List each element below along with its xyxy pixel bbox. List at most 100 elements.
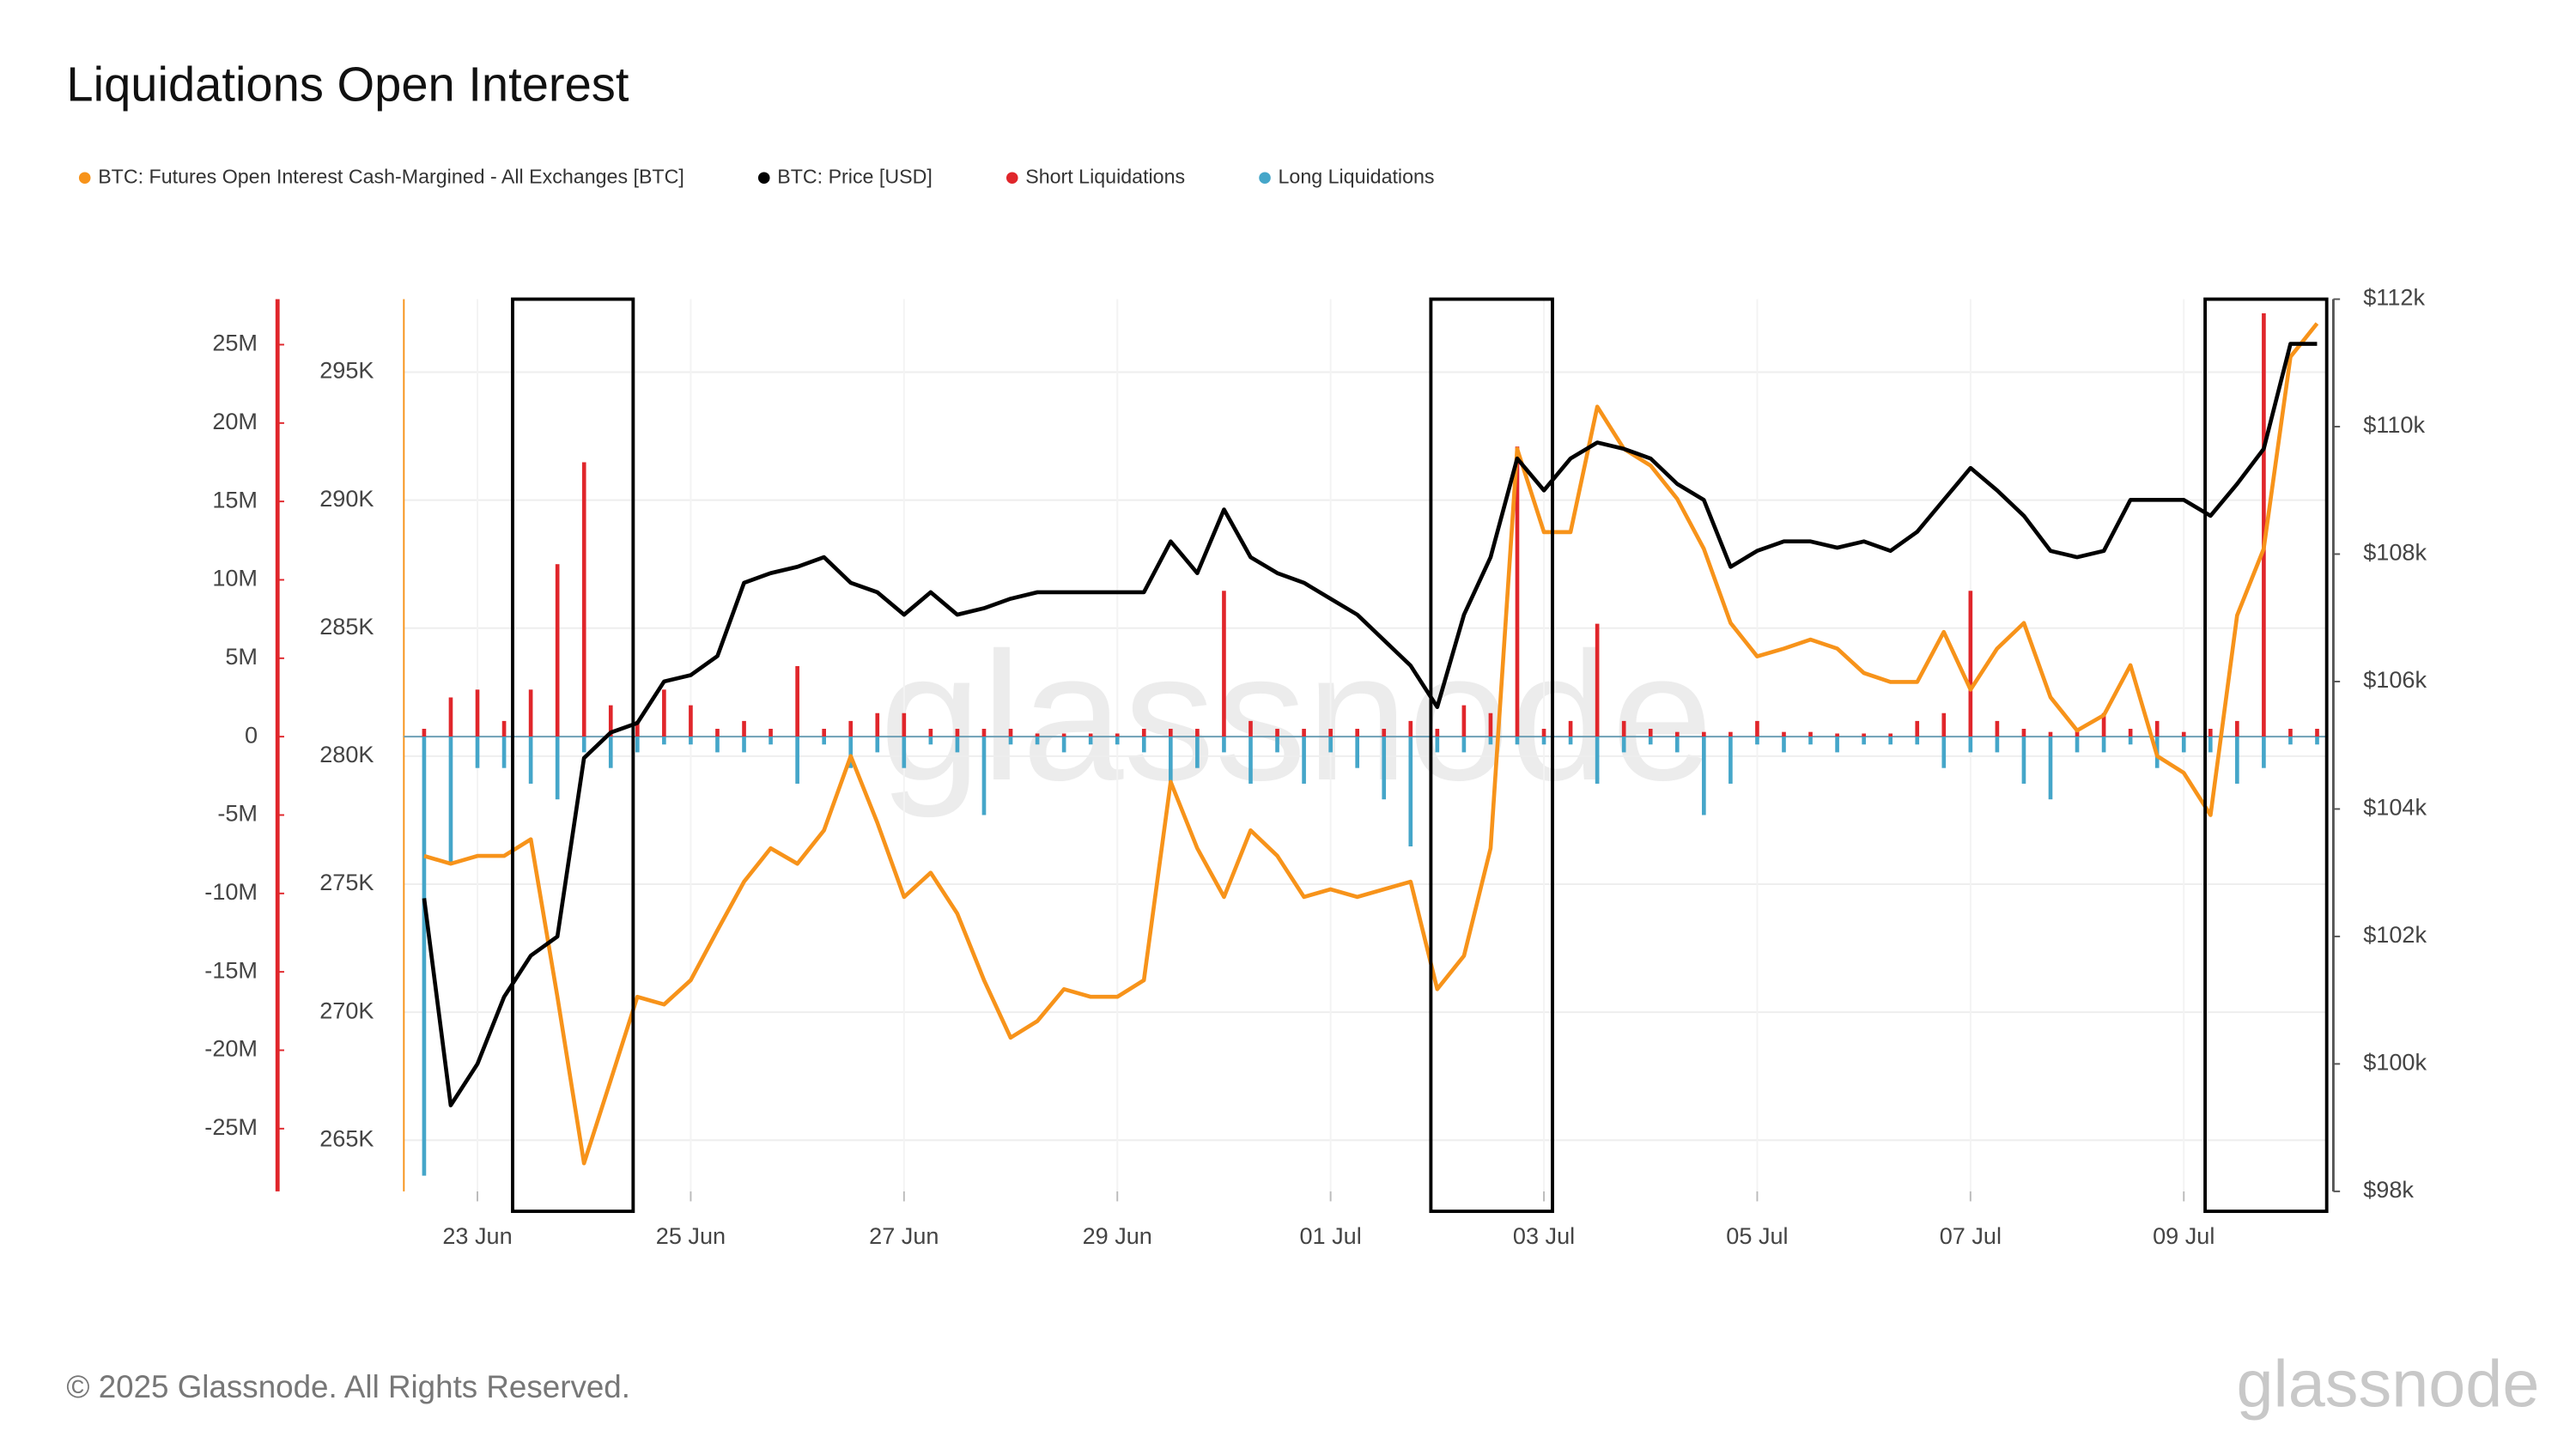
bar xyxy=(422,737,427,1176)
bar xyxy=(475,737,480,768)
bar xyxy=(1568,720,1573,737)
y3-tick-label: 275K xyxy=(319,869,374,895)
logo: glassnode xyxy=(2237,1348,2540,1422)
y-tick-label: 25M xyxy=(212,330,258,356)
bar xyxy=(1408,720,1413,737)
bar xyxy=(608,737,613,768)
bar xyxy=(1674,731,1680,737)
bar xyxy=(1195,729,1200,737)
bar xyxy=(1382,737,1387,800)
bar xyxy=(1782,737,1786,753)
bar xyxy=(1888,733,1893,737)
bar xyxy=(2181,731,2186,737)
bar xyxy=(1595,623,1600,737)
bar xyxy=(1541,737,1546,745)
bar xyxy=(2208,729,2213,737)
line xyxy=(423,322,2319,1166)
bar xyxy=(2208,737,2213,753)
bar xyxy=(501,720,507,737)
bar xyxy=(1035,737,1040,745)
bar xyxy=(1941,712,1947,737)
bar xyxy=(1515,446,1520,737)
y2-tick-label: $110k xyxy=(2363,411,2425,438)
bar xyxy=(2128,729,2133,737)
x-tick-label: 27 Jun xyxy=(869,1222,939,1249)
y3-tick-label: 265K xyxy=(319,1125,374,1151)
y3-tick-label: 280K xyxy=(319,741,374,767)
x-tick-label: 05 Jul xyxy=(1726,1222,1788,1249)
bar xyxy=(1595,737,1600,784)
y-tick-label: 10M xyxy=(212,565,258,591)
bar xyxy=(2181,737,2186,753)
bar xyxy=(662,689,666,737)
bar xyxy=(2101,737,2106,753)
legend-label: Short Liquidations xyxy=(1025,165,1185,187)
bar xyxy=(1621,737,1626,753)
bar xyxy=(2075,737,2080,753)
bar xyxy=(2021,737,2026,784)
bar xyxy=(769,737,773,745)
chart-title: Liquidations Open Interest xyxy=(66,58,629,112)
bar xyxy=(1008,729,1013,737)
bar xyxy=(848,737,854,768)
bar xyxy=(1461,737,1467,753)
bar xyxy=(581,462,586,737)
highlight-box xyxy=(2203,297,2329,1214)
bar xyxy=(422,729,427,737)
bar xyxy=(742,720,746,737)
y3-tick-label: 285K xyxy=(319,613,374,640)
bar xyxy=(1275,729,1279,737)
bar xyxy=(501,737,507,768)
bar xyxy=(635,720,640,737)
legend-label: BTC: Price [USD] xyxy=(777,165,933,187)
bar xyxy=(1995,737,2000,753)
bar xyxy=(1115,737,1120,745)
y-tick-label: 15M xyxy=(212,486,258,512)
y3-tick-label: 290K xyxy=(319,485,374,512)
bar xyxy=(902,737,907,768)
y2-tick-label: $112k xyxy=(2363,284,2425,311)
bar xyxy=(1035,733,1040,737)
y3-tick-label: 295K xyxy=(319,357,374,384)
bar xyxy=(715,737,720,753)
bar xyxy=(2048,737,2053,800)
y-tick-label: 0 xyxy=(245,721,258,748)
x-tick-label: 09 Jul xyxy=(2153,1222,2215,1249)
bar xyxy=(1249,720,1253,737)
y-tick-label: -10M xyxy=(204,878,258,905)
x-tick-label: 25 Jun xyxy=(656,1222,726,1249)
bar xyxy=(1435,729,1440,737)
bar xyxy=(1862,733,1866,737)
line xyxy=(422,342,2318,1107)
bar xyxy=(1888,737,1893,745)
bar xyxy=(1302,737,1306,784)
bar xyxy=(1061,737,1066,753)
bar xyxy=(1915,737,1920,745)
y2-tick-label: $100k xyxy=(2363,1049,2427,1076)
bar xyxy=(1621,720,1626,737)
bar xyxy=(981,737,987,815)
bar xyxy=(981,729,987,737)
bar xyxy=(955,729,960,737)
legend-label: Long Liquidations xyxy=(1279,165,1435,187)
bar xyxy=(555,737,560,800)
highlight-box xyxy=(511,297,635,1214)
bar xyxy=(1141,729,1146,737)
bar xyxy=(608,705,613,737)
bar xyxy=(1355,737,1360,768)
bar xyxy=(875,737,880,753)
bar xyxy=(2262,312,2266,737)
bar xyxy=(1195,737,1200,768)
y3-tick-label: 270K xyxy=(319,997,374,1023)
bar xyxy=(1222,737,1226,753)
bar xyxy=(1169,729,1173,737)
legend-label: BTC: Futures Open Interest Cash-Margined… xyxy=(98,165,684,187)
bar xyxy=(1674,737,1680,753)
bar xyxy=(1008,737,1013,745)
bar xyxy=(2128,737,2133,745)
bar xyxy=(1488,712,1493,737)
bar xyxy=(1088,737,1093,745)
bar xyxy=(635,737,640,753)
bar xyxy=(795,737,799,784)
